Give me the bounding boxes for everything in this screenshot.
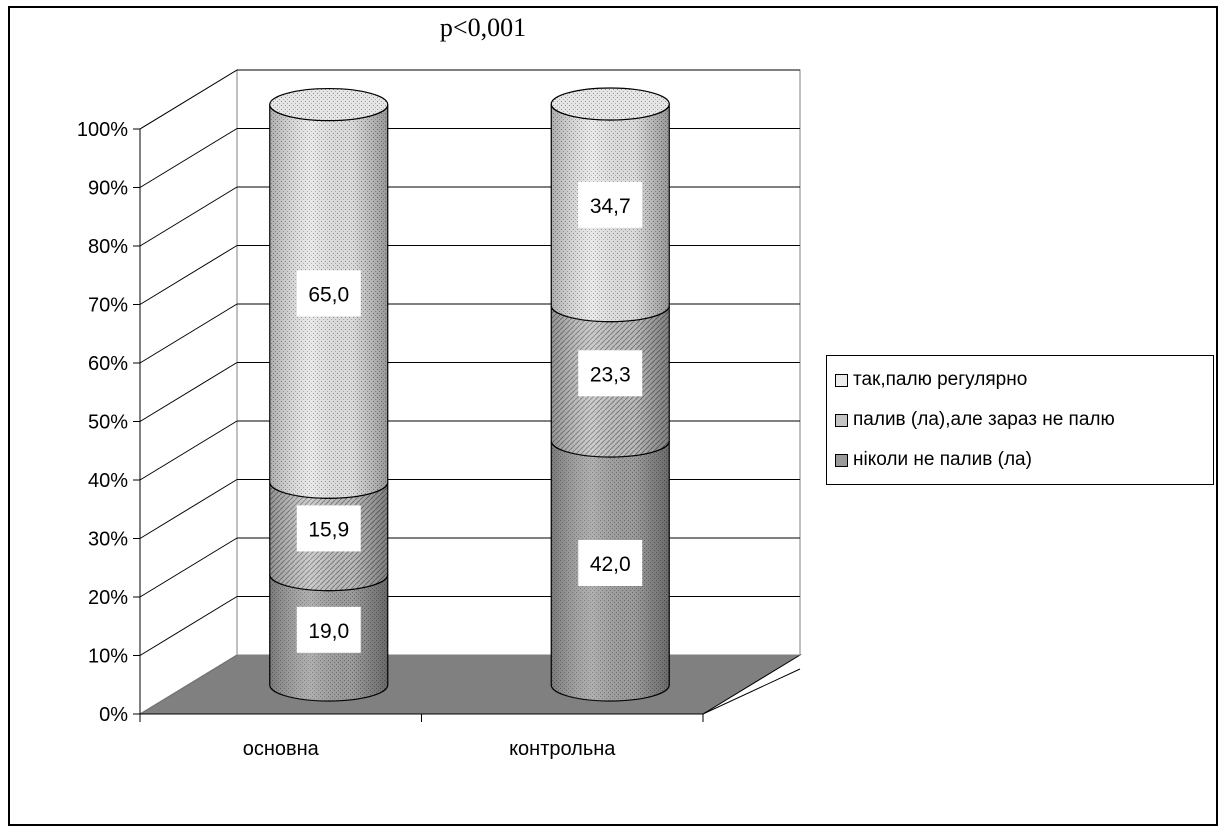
y-tick-label: 80% xyxy=(88,236,128,258)
data-label-box xyxy=(296,606,361,653)
y-tick-label: 90% xyxy=(88,178,128,200)
y-tick-label: 10% xyxy=(88,646,128,668)
gridline-side xyxy=(139,186,238,247)
legend: так,палю регулярно палив (ла),але зараз н… xyxy=(826,355,1214,485)
data-label: 19,0 xyxy=(308,620,349,643)
y-axis: 0% 10% 20% 30% 40% 50% 60% 70% 80% 90% 100% xyxy=(77,119,141,726)
gridline-side xyxy=(139,537,238,598)
bar-top-cap xyxy=(550,87,670,121)
data-label: 23,3 xyxy=(590,363,631,386)
bars: 19,0 15,9 65,0 42,0 23,3 34,7 xyxy=(269,87,670,702)
data-label-box xyxy=(296,270,361,317)
gridline-side xyxy=(139,420,238,481)
data-label-box xyxy=(578,350,643,397)
legend-swatch xyxy=(835,453,848,467)
data-label-box xyxy=(578,539,643,586)
legend-item: так,палю регулярно xyxy=(835,368,1027,392)
data-label: 34,7 xyxy=(590,195,631,218)
gridline-side xyxy=(139,69,238,130)
gridline-side xyxy=(139,596,238,656)
bar-top-cap xyxy=(269,87,389,122)
gridline-side xyxy=(139,479,238,539)
y-tick-label: 50% xyxy=(88,412,128,434)
data-label: 15,9 xyxy=(308,518,349,541)
floor-edge xyxy=(702,668,801,715)
data-label: 65,0 xyxy=(308,283,349,306)
x-axis: основна контрольна xyxy=(139,713,704,760)
y-tick-label: 0% xyxy=(99,704,128,726)
x-tick-label: контрольна xyxy=(509,738,616,760)
gridline-side xyxy=(139,245,238,305)
legend-swatch xyxy=(835,373,848,387)
gridline-side xyxy=(139,128,238,188)
gridline-side xyxy=(139,362,238,422)
cylinder-1: 42,0 23,3 34,7 xyxy=(550,87,670,702)
legend-item: ніколи не палив (ла) xyxy=(835,448,1032,472)
data-label: 42,0 xyxy=(590,553,631,576)
y-tick-label: 70% xyxy=(88,295,128,317)
y-tick-label: 30% xyxy=(88,529,128,551)
y-tick-label: 40% xyxy=(88,470,128,492)
legend-label: так,палю регулярно xyxy=(853,369,1028,390)
data-label-box xyxy=(296,505,361,552)
legend-label: палив (ла),але зараз не палю xyxy=(853,409,1115,430)
chart-floor xyxy=(138,654,802,715)
legend-label: ніколи не палив (ла) xyxy=(853,449,1032,470)
cylinder-0: 19,0 15,9 65,0 xyxy=(269,87,389,702)
chart-walls xyxy=(138,69,802,715)
data-label-box xyxy=(578,181,643,228)
legend-swatch xyxy=(835,413,848,427)
y-tick-label: 20% xyxy=(88,587,128,609)
legend-item: палив (ла),але зараз не палю xyxy=(835,408,1115,432)
gridline-side xyxy=(139,303,238,364)
y-tick-label: 100% xyxy=(77,119,128,141)
chart-title: p<0,001 xyxy=(440,13,526,42)
x-tick-label: основна xyxy=(243,738,320,760)
y-tick-label: 60% xyxy=(88,353,128,375)
